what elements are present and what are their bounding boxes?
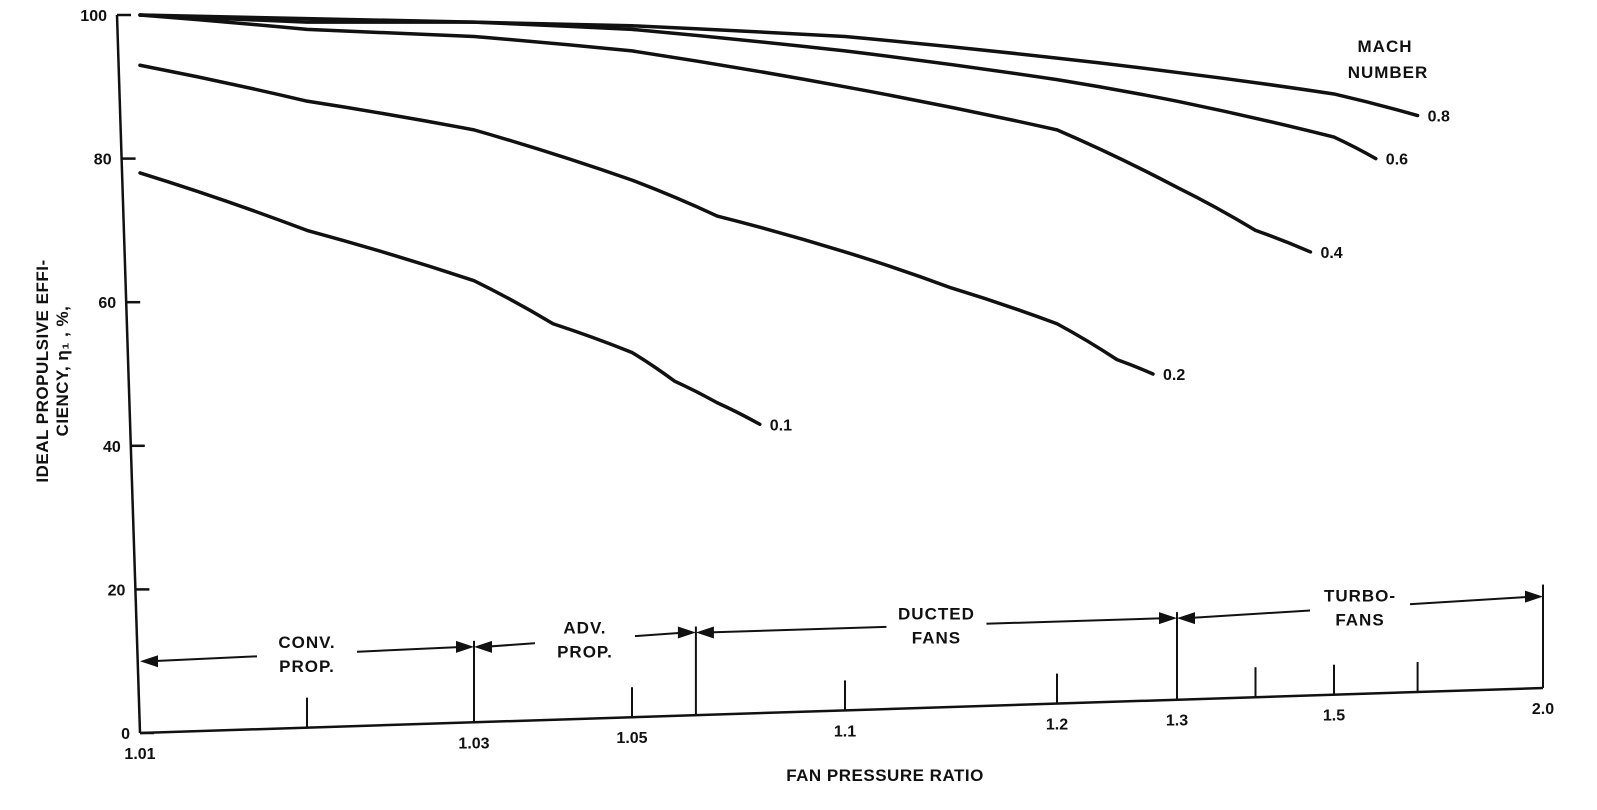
region-label: DUCTED [898, 604, 975, 623]
region-label: PROP. [279, 657, 335, 676]
x-tick-label: 1.3 [1166, 713, 1188, 730]
x-tick-label: 2.0 [1532, 701, 1554, 718]
series-group [138, 13, 1420, 427]
x-tick-label: 1.05 [616, 730, 647, 747]
series-line-mach-0-1 [138, 171, 762, 427]
region-label-backdrop [534, 615, 635, 664]
x-tick-label: 1.2 [1046, 717, 1068, 734]
region-arrowhead-left [140, 655, 158, 668]
y-tick-label: 80 [94, 152, 112, 169]
series-label: 0.4 [1320, 245, 1342, 262]
x-tick-label: 1.1 [834, 723, 856, 740]
series-label: 0.8 [1428, 109, 1450, 126]
regions-group: CONV. PROP. ADV. PROP. DUCTED FANS TURBO- FANS [140, 583, 1544, 723]
x-axis-title: FAN PRESSURE RATIO [786, 766, 984, 785]
series-line-mach-0-2 [138, 63, 1155, 376]
series-line-mach-0-8 [138, 13, 1420, 118]
x-axis-line [139, 686, 1544, 735]
region-arrowhead-right [456, 640, 474, 653]
region-arrowhead-left [1177, 612, 1195, 625]
series-line-mach-0-6 [138, 13, 1378, 161]
region-label: TURBO- [1324, 586, 1396, 605]
y-tick-label: 20 [108, 582, 126, 599]
series-label: 0.1 [770, 417, 792, 434]
region-label: FANS [1335, 610, 1384, 629]
region-arrowhead-left [695, 626, 714, 639]
y-axis-title: IDEAL PROPULSIVE EFFI- CIENCY, η₁ , %, [33, 259, 72, 482]
series-label: 0.6 [1386, 152, 1408, 169]
y-axis-line [115, 14, 142, 734]
x-tick-label: 1.01 [124, 746, 155, 763]
region-label: CONV. [278, 633, 335, 652]
y-tick-label: 60 [98, 295, 116, 312]
x-tick-label: 1.03 [458, 735, 489, 752]
y-tick-label: 40 [103, 439, 121, 456]
region-arrowhead-right [1525, 590, 1543, 603]
region-arrowhead-left [474, 640, 492, 653]
y-tick-label: 100 [80, 8, 107, 25]
x-ticks-group: 1.01 1.03 1.05 1.1 1.2 1.3 1.5 2.0 [124, 662, 1554, 763]
series-label: 0.2 [1163, 367, 1185, 384]
y-axis-title-line-1: IDEAL PROPULSIVE EFFI- [33, 259, 52, 482]
region-label-backdrop [1310, 583, 1410, 632]
region-arrowhead-right [1159, 612, 1177, 625]
y-ticks-group: 0 20 40 60 80 100 [80, 8, 154, 743]
y-axis-title-line-2: CIENCY, η₁ , %, [53, 306, 72, 437]
series-labels-group: 0.1 0.2 0.4 0.6 0.8 [770, 109, 1450, 435]
region-label: PROP. [557, 643, 613, 662]
region-label: ADV. [563, 619, 606, 638]
series-line-mach-0-4 [138, 13, 1313, 254]
region-arrowhead-right [677, 626, 696, 639]
legend-title-line-2: NUMBER [1348, 63, 1429, 82]
region-label-backdrop [886, 601, 987, 650]
region-label: FANS [912, 628, 961, 647]
region-label-backdrop [257, 630, 357, 679]
axes-group [115, 14, 1544, 735]
y-tick-label: 0 [121, 726, 130, 743]
x-tick-label: 1.5 [1323, 708, 1345, 725]
legend-title-line-1: MACH [1358, 37, 1413, 56]
